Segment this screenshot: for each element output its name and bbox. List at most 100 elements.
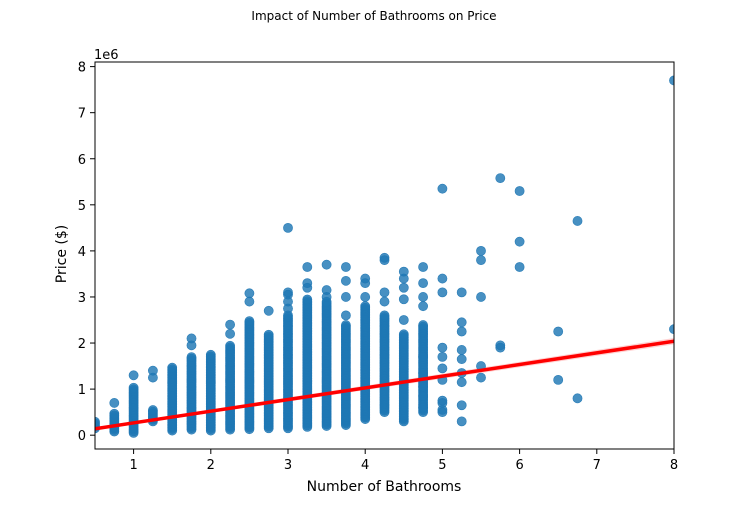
data-point [495,173,506,183]
data-point [302,278,313,289]
data-point [398,315,409,325]
data-point [321,285,332,295]
data-point [669,75,674,86]
data-point [244,316,255,327]
x-tick-label: 2 [207,458,215,473]
data-point [572,216,583,226]
data-point [225,319,235,330]
data-point [437,287,448,298]
data-point [360,301,371,312]
regression-line [95,339,674,431]
y-tick-label: 3 [78,291,86,306]
data-point [186,352,197,362]
data-point [283,287,293,298]
data-point [514,186,525,196]
data-point [456,287,467,298]
data-point [418,381,428,392]
y-axis-ticks: 0 1 2 3 4 5 6 7 8 [78,61,95,444]
data-point [553,374,564,385]
x-axis-ticks: 1 2 3 4 5 6 7 8 [129,449,678,473]
data-point [360,292,371,302]
data-point [283,222,293,233]
data-point [321,259,332,270]
data-point [302,262,313,272]
data-point [418,278,428,289]
y-tick-label: 5 [78,199,86,214]
data-point [340,275,351,286]
data-point [360,273,371,284]
x-tick-label: 3 [284,458,292,473]
data-point [379,252,390,263]
data-point [244,296,255,307]
data-point [418,292,428,302]
x-axis-label: Number of Bathrooms [307,479,462,495]
data-point [456,345,467,355]
y-axis-label: Price ($) [54,225,70,283]
data-point [398,282,409,293]
data-point [437,363,448,374]
plot-frame [94,61,675,450]
data-point [495,340,506,351]
data-point [109,398,120,408]
data-point [476,255,486,266]
data-point [147,405,158,415]
data-point [302,294,313,305]
y-tick-label: 7 [78,107,86,122]
data-point [225,340,235,351]
y-tick-label: 2 [78,337,86,352]
x-tick-label: 6 [515,458,523,473]
data-point [514,236,525,247]
data-point [379,296,390,307]
data-point [514,262,525,272]
data-point [379,287,390,298]
data-point [456,317,467,328]
data-point [418,351,428,362]
data-point [128,370,139,381]
data-point [418,391,428,401]
x-tick-label: 1 [129,458,137,473]
data-point [437,183,448,194]
data-point [572,393,583,404]
data-point [418,368,428,378]
data-point [669,324,674,335]
data-point [147,365,158,376]
data-point [437,342,448,353]
y-offset-label: 1e6 [94,48,119,63]
data-point [476,292,486,302]
data-point [340,310,351,321]
data-point [340,262,351,272]
data-point [437,395,448,406]
data-point [418,262,428,272]
x-tick-label: 7 [593,458,601,473]
y-tick-label: 8 [78,61,86,76]
data-point [418,402,428,413]
data-point [379,310,390,321]
data-point [437,351,448,362]
data-point [437,273,448,284]
data-point [398,329,409,340]
data-point [244,288,255,299]
data-point [456,400,467,411]
data-point [553,326,564,337]
data-point [340,292,351,302]
x-tick-label: 5 [438,458,446,473]
data-point [398,294,409,305]
data-point [263,329,274,340]
chart-title: Impact of Number of Bathrooms on Price [251,9,496,23]
data-point [128,382,139,393]
x-tick-label: 4 [361,458,369,473]
regression-line-group [95,339,674,431]
x-tick-label: 8 [670,458,678,473]
data-point [476,245,486,256]
y-tick-label: 0 [78,429,86,444]
data-point [225,328,235,339]
data-point [418,320,428,330]
y-tick-label: 1 [78,383,86,398]
data-point [456,326,467,337]
data-point [456,354,467,365]
y-tick-label: 4 [78,245,86,260]
data-point [186,333,197,344]
data-point [167,362,178,373]
data-point [205,349,216,360]
